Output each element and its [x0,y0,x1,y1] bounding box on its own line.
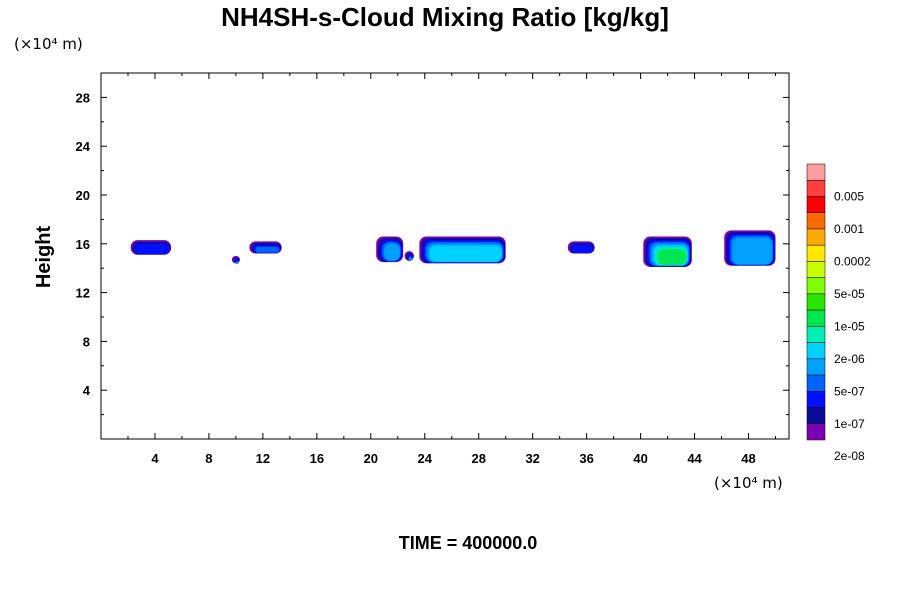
x-tick-label: 24 [418,451,433,466]
legend-label: 2e-08 [834,449,865,463]
cloud-level [384,243,400,261]
cloud-region [419,236,506,264]
y-tick-label: 28 [76,90,90,105]
x-tick-label: 4 [151,451,159,466]
legend-label: 0.001 [834,222,864,236]
x-tick-label: 48 [741,451,755,466]
legend-label: 0.005 [834,189,864,203]
cloud-level [235,262,239,264]
chart-title: NH4SH-s-Cloud Mixing Ratio [kg/kg] [221,2,669,32]
x-tick-label: 44 [687,451,702,466]
x-tick-label: 8 [205,451,212,466]
legend-label: 0.0002 [834,254,871,268]
cloud-region [249,241,282,254]
x-tick-labels: 4 8 12 16 20 24 28 32 36 40 44 48 [151,451,755,466]
legend-swatch [806,163,826,181]
color-legend: 0.005 0.001 0.0002 5e-05 1e-05 2e-06 5e-07 1e-0… [806,163,871,463]
axis-ticks [101,73,789,439]
legend-swatch [806,423,826,441]
time-footer: TIME = 400000.0 [399,533,538,553]
x-tick-label: 28 [471,451,485,466]
legend-swatch [806,212,826,230]
cloud-region [130,240,172,255]
legend-label: 5e-05 [834,287,865,301]
cloud-region [231,256,240,264]
cloud-region [643,236,692,267]
legend-swatch [806,277,826,295]
cloud-level [134,243,170,255]
cloud-region [376,236,404,263]
legend-swatch [806,342,826,360]
cloud-region [567,241,595,254]
y-tick-label: 12 [76,286,90,301]
x-tick-label: 36 [579,451,593,466]
legend-swatch [806,326,826,343]
cloud-region [404,251,414,261]
legend-label: 1e-05 [834,319,865,333]
legend-label: 5e-07 [834,384,865,398]
legend-swatch [806,309,826,327]
y-tick-label: 8 [83,334,90,349]
y-tick-labels: 4 8 12 16 20 24 28 [76,90,91,398]
legend-label: 1e-07 [834,417,865,431]
legend-swatch [806,244,826,262]
cloud-level [732,237,773,265]
legend-swatch [806,374,826,392]
legend-swatch [806,358,826,376]
y-axis-unit: (×10⁴ m) [14,35,83,53]
y-tick-label: 16 [76,237,90,252]
x-tick-label: 40 [633,451,647,466]
y-tick-label: 4 [83,383,91,398]
x-tick-label: 12 [256,451,270,466]
legend-swatch [806,407,826,425]
x-tick-label: 32 [525,451,539,466]
x-axis-unit: (×10⁴ m) [714,474,783,492]
plot-frame [100,72,790,440]
cloud-level [571,244,594,253]
y-tick-label: 20 [76,188,90,203]
cloud-level [657,249,687,265]
cloud-level [255,246,280,253]
cloud-field [130,230,776,267]
cloud-region [724,230,776,266]
y-axis-label: Height [33,226,55,289]
legend-swatch [806,179,826,197]
y-tick-label: 24 [76,139,91,154]
legend-swatch [806,196,826,213]
x-tick-label: 16 [310,451,324,466]
legend-swatch [806,261,826,278]
legend-swatch [806,228,826,246]
legend-swatch [806,293,826,311]
legend-label: 2e-06 [834,352,865,366]
cloud-level [429,245,502,262]
cloud-level [408,258,413,260]
x-tick-label: 20 [364,451,378,466]
legend-swatch [806,391,826,408]
